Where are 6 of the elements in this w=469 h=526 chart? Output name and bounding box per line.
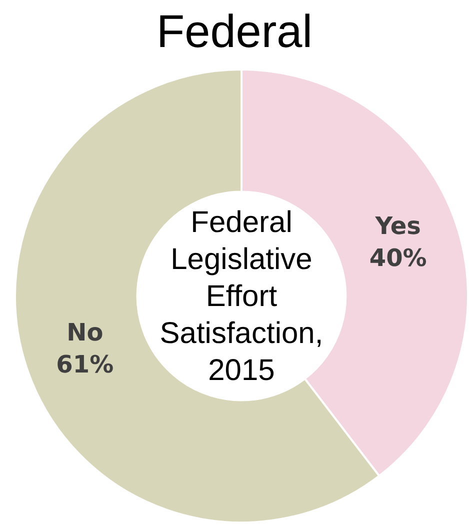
text: Federal Legislative Effort Satisfaction, 2015 <box>158 204 324 388</box>
slice-label: No <box>66 318 104 346</box>
slice-label: Yes <box>374 212 421 240</box>
data-label: 61% <box>56 350 114 378</box>
data-label: 40% <box>369 244 427 272</box>
chart-title: Federal <box>156 4 314 58</box>
